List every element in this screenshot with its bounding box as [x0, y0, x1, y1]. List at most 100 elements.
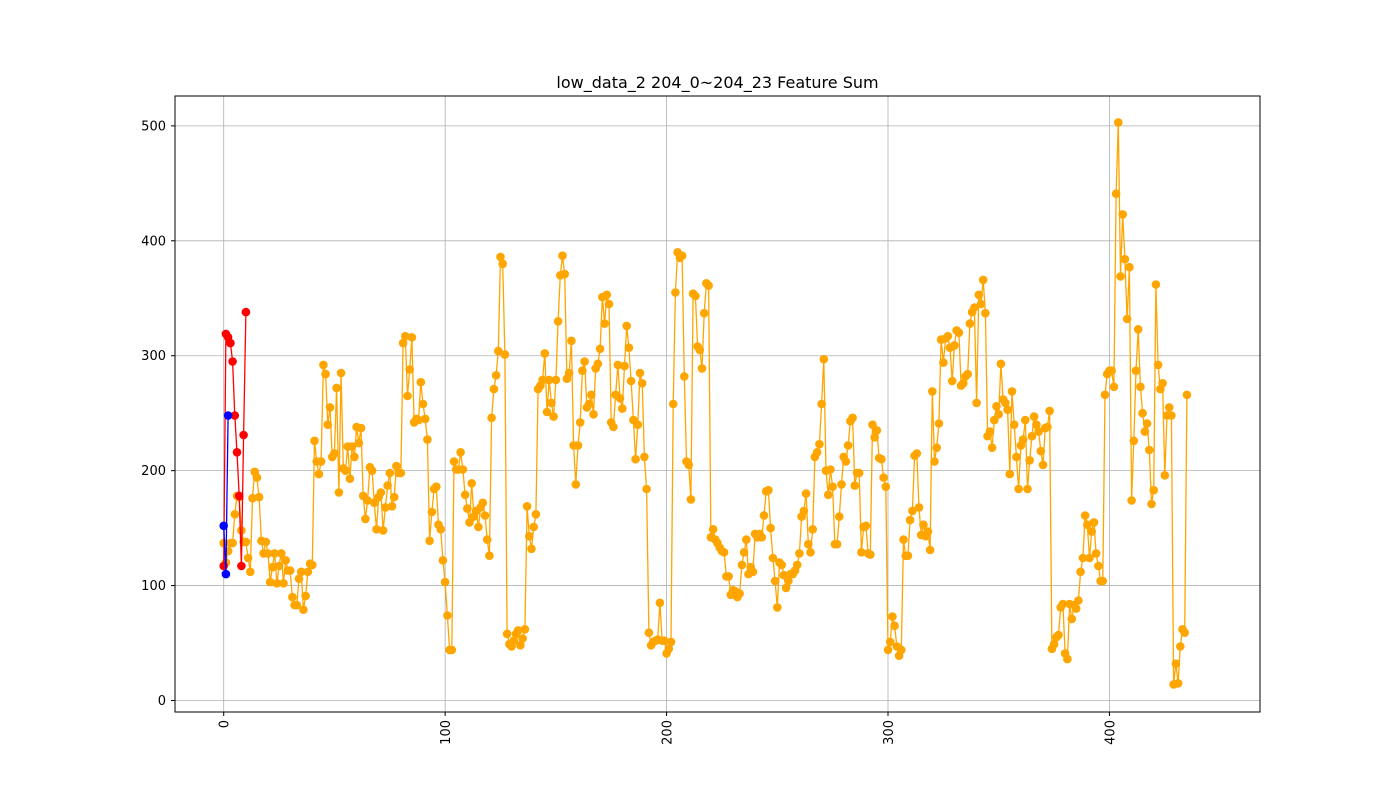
data-point — [1136, 382, 1145, 392]
data-point — [919, 520, 928, 529]
data-point — [668, 399, 678, 409]
data-point — [480, 511, 490, 520]
data-point — [1071, 604, 1081, 613]
data-point — [622, 321, 631, 331]
data-point — [1025, 456, 1034, 465]
data-point — [347, 442, 357, 451]
data-point — [263, 549, 273, 558]
data-point — [799, 506, 809, 516]
data-point — [1114, 118, 1123, 127]
data-point — [567, 336, 576, 346]
data-point — [1182, 390, 1192, 400]
data-point — [841, 457, 851, 466]
data-point — [695, 345, 705, 355]
x-tick-label: 0 — [218, 720, 233, 728]
data-point — [604, 299, 614, 309]
data-point — [620, 361, 629, 371]
data-point — [1160, 471, 1170, 480]
data-point — [1038, 460, 1048, 470]
data-point — [777, 560, 786, 570]
data-point — [626, 376, 636, 386]
data-point — [1054, 630, 1063, 640]
data-point — [870, 433, 879, 442]
data-point — [943, 331, 953, 341]
data-point — [1164, 403, 1174, 412]
data-point — [633, 420, 643, 430]
data-point — [407, 333, 417, 342]
data-point — [354, 438, 364, 448]
data-point — [835, 512, 844, 521]
data-point — [1063, 654, 1072, 664]
data-point — [243, 553, 253, 563]
data-point — [757, 533, 767, 542]
data-point — [268, 562, 277, 572]
data-point — [1176, 642, 1185, 651]
data-series — [219, 118, 1192, 689]
data-point — [1147, 499, 1156, 509]
data-point — [912, 449, 922, 458]
data-point — [978, 275, 988, 285]
chart-title: low_data_2 204_0~204_23 Feature Sum — [556, 73, 878, 93]
data-point — [1171, 659, 1181, 668]
data-point — [463, 504, 472, 513]
data-point — [230, 411, 240, 420]
data-point — [272, 579, 282, 588]
data-point — [735, 589, 744, 598]
data-point — [414, 415, 423, 425]
data-point — [640, 452, 649, 462]
data-point — [367, 466, 377, 476]
data-point — [930, 457, 939, 466]
data-point — [1098, 576, 1108, 586]
data-point — [981, 308, 990, 318]
data-point — [584, 399, 594, 409]
data-point — [423, 435, 432, 444]
data-point — [460, 490, 470, 500]
data-point — [666, 637, 676, 647]
data-point — [947, 376, 957, 386]
data-point — [602, 290, 612, 300]
data-point — [817, 399, 826, 409]
data-point — [877, 454, 886, 464]
data-point — [416, 377, 426, 387]
data-point — [575, 418, 585, 427]
data-point — [494, 346, 503, 356]
data-point — [832, 539, 842, 549]
data-point — [1076, 567, 1085, 577]
data-point — [1111, 189, 1121, 198]
data-point — [996, 359, 1006, 369]
x-tick-label: 200 — [661, 720, 676, 745]
data-point — [903, 551, 913, 560]
data-point — [992, 402, 1001, 411]
data-point — [1149, 485, 1158, 495]
data-point — [804, 539, 813, 549]
data-point — [482, 535, 492, 544]
data-point — [773, 603, 782, 612]
data-point — [223, 411, 233, 420]
data-point — [1089, 518, 1099, 527]
data-point — [230, 510, 240, 519]
data-point — [496, 252, 505, 262]
data-point — [323, 420, 333, 430]
data-point — [270, 549, 279, 558]
data-point — [644, 628, 654, 637]
data-point — [334, 488, 344, 497]
y-tick-label: 0 — [158, 694, 166, 709]
data-point — [401, 331, 410, 341]
data-point — [254, 492, 264, 502]
data-point — [1078, 553, 1088, 563]
data-point — [600, 319, 609, 328]
data-point — [1032, 420, 1041, 430]
data-point — [768, 553, 778, 563]
data-point — [1074, 596, 1083, 605]
data-point — [691, 291, 700, 301]
data-point — [1007, 387, 1017, 396]
data-point — [1145, 445, 1154, 455]
data-point — [485, 551, 494, 560]
data-point — [970, 303, 979, 312]
data-point — [564, 368, 574, 378]
data-point — [396, 468, 406, 478]
data-point — [635, 368, 645, 378]
data-point — [1129, 436, 1139, 446]
data-point — [560, 269, 569, 279]
